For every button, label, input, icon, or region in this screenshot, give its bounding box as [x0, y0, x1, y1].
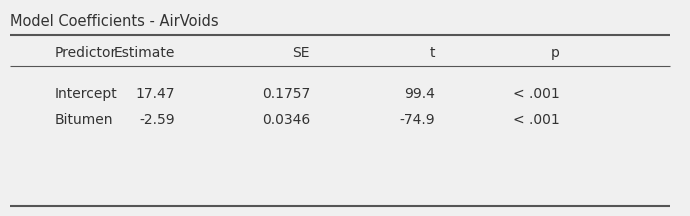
- Text: -2.59: -2.59: [139, 113, 175, 127]
- Text: Bitumen: Bitumen: [55, 113, 113, 127]
- Text: Estimate: Estimate: [114, 46, 175, 60]
- Text: Predictor: Predictor: [55, 46, 117, 60]
- Text: Model Coefficients - AirVoids: Model Coefficients - AirVoids: [10, 14, 219, 30]
- Text: < .001: < .001: [513, 113, 560, 127]
- Text: 0.0346: 0.0346: [262, 113, 310, 127]
- Text: SE: SE: [293, 46, 310, 60]
- Text: 99.4: 99.4: [404, 87, 435, 101]
- Text: 17.47: 17.47: [135, 87, 175, 101]
- Text: -74.9: -74.9: [400, 113, 435, 127]
- Text: p: p: [551, 46, 560, 60]
- Text: Intercept: Intercept: [55, 87, 118, 101]
- Text: t: t: [429, 46, 435, 60]
- Text: 0.1757: 0.1757: [262, 87, 310, 101]
- Text: < .001: < .001: [513, 87, 560, 101]
